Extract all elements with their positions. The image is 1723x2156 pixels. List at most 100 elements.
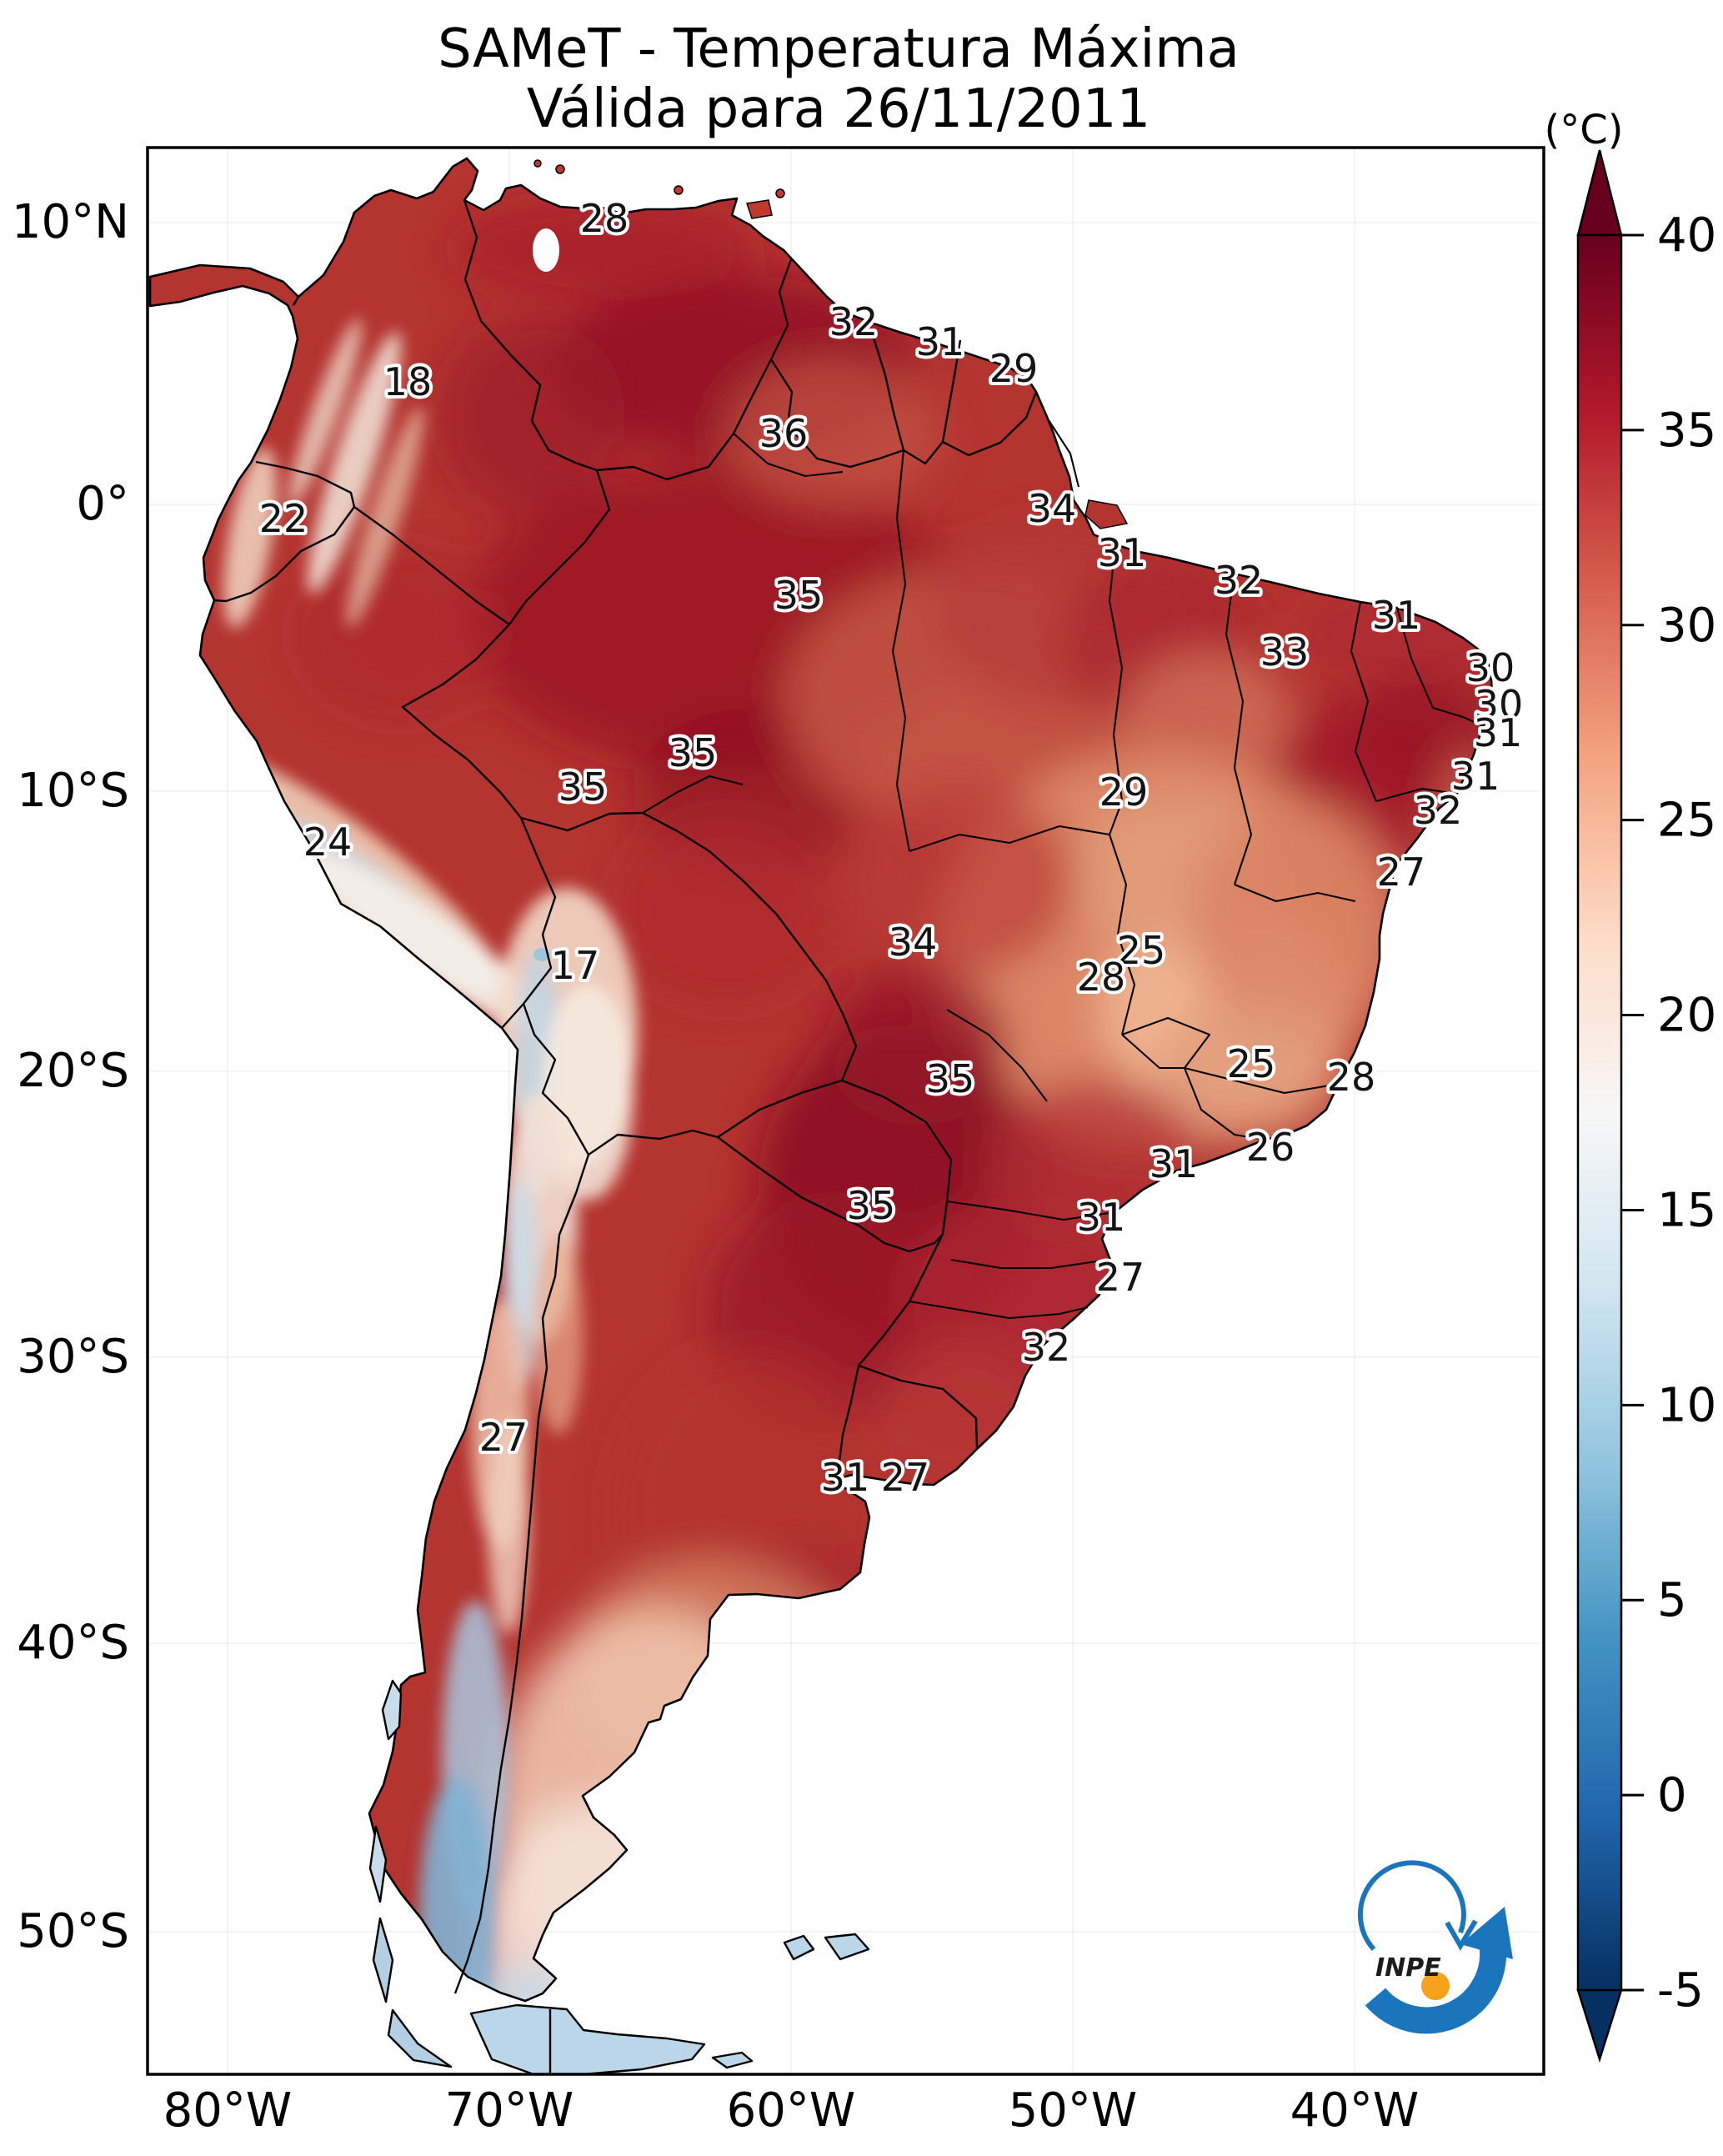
temp-label: 31 bbox=[1451, 754, 1500, 799]
tobago-island bbox=[775, 188, 785, 198]
colorbar-gradient-bar bbox=[1576, 233, 1623, 1992]
colorbar-unit-label: (°C) bbox=[1545, 107, 1624, 153]
latitude-labels: 10°N 0° 10°S 20°S 30°S 40°S 50°S bbox=[12, 195, 129, 1958]
lon-tick-label: 50°W bbox=[1009, 2083, 1138, 2138]
map-title-line2: Válida para 26/11/2011 bbox=[527, 78, 1150, 140]
colorbar-tick-label: 10 bbox=[1657, 1378, 1716, 1432]
lat-tick-label: 10°N bbox=[12, 195, 129, 249]
temp-label: 27 bbox=[1377, 850, 1426, 895]
falkland-east bbox=[824, 1933, 870, 1961]
temp-label: 30 bbox=[1475, 682, 1524, 727]
inpe-swoosh bbox=[1365, 1940, 1507, 2034]
inpe-sun bbox=[1421, 1972, 1450, 2000]
temp-label: 31 bbox=[1077, 1195, 1126, 1240]
fjord-island bbox=[387, 2008, 453, 2068]
temp-label: 32 bbox=[1022, 1325, 1071, 1370]
colorbar-tick-label: 0 bbox=[1657, 1768, 1687, 1823]
temp-label: 35 bbox=[774, 573, 824, 618]
temp-label: 35 bbox=[847, 1183, 896, 1228]
temp-label: 32 bbox=[829, 299, 879, 344]
trinidad-island bbox=[746, 199, 773, 219]
chiloe-island bbox=[381, 1679, 403, 1741]
fjord-island bbox=[368, 1825, 388, 1903]
colorbar-tick-label: 5 bbox=[1657, 1573, 1687, 1627]
state-borders bbox=[642, 419, 1490, 1320]
temp-label: 28 bbox=[1077, 955, 1126, 1000]
temp-label: 31 bbox=[1474, 710, 1523, 755]
temp-label: 34 bbox=[1028, 486, 1077, 531]
bonaire-island bbox=[555, 164, 565, 174]
lat-tick-label: 10°S bbox=[17, 764, 129, 818]
map-title-line1: SAMeT - Temperatura Máxima bbox=[438, 18, 1240, 80]
colorbar-tick-label: 20 bbox=[1657, 989, 1716, 1043]
temp-label: 31 bbox=[1150, 1141, 1199, 1186]
lat-tick-label: 50°S bbox=[17, 1904, 129, 1958]
continent-coastline bbox=[148, 157, 1494, 2003]
temp-label: 32 bbox=[1215, 558, 1264, 603]
temp-label: 31 bbox=[1372, 593, 1421, 638]
inpe-wordmark: INPE bbox=[1375, 1953, 1441, 1983]
temp-label: 35 bbox=[926, 1056, 975, 1101]
colorbar-tick-label: -5 bbox=[1657, 1963, 1704, 2018]
lat-tick-label: 30°S bbox=[17, 1330, 129, 1384]
inpe-logo: INPE bbox=[1357, 1860, 1513, 2034]
colorbar-tick-label: 25 bbox=[1657, 794, 1716, 848]
temp-label: 33 bbox=[1260, 629, 1310, 674]
temp-label: 27 bbox=[479, 1415, 528, 1460]
inpe-arrowhead bbox=[1460, 1907, 1513, 1959]
temp-label: 18 bbox=[383, 359, 433, 404]
longitude-labels: 80°W 70°W 60°W 50°W 40°W bbox=[163, 2083, 1420, 2138]
marajo-island bbox=[1084, 499, 1129, 529]
lon-tick-label: 80°W bbox=[163, 2083, 293, 2138]
temp-label: 27 bbox=[881, 1455, 930, 1500]
temp-label: 34 bbox=[889, 920, 938, 965]
colorbar: 40 35 30 25 20 15 10 5 0 -5 (°C) bbox=[1545, 107, 1716, 2063]
colorbar-ticks: 40 35 30 25 20 15 10 5 0 -5 bbox=[1621, 208, 1716, 2018]
inpe-orbit-arrow bbox=[1445, 1919, 1478, 1951]
margarita-island bbox=[674, 185, 684, 195]
lagoa-dos-patos bbox=[1020, 1364, 1060, 1417]
lon-tick-label: 60°W bbox=[727, 2083, 856, 2138]
temp-label: 25 bbox=[1227, 1041, 1276, 1086]
temp-label: 29 bbox=[989, 346, 1039, 391]
colorbar-arrow-top bbox=[1576, 149, 1623, 237]
lat-tick-label: 0° bbox=[76, 477, 129, 531]
temp-label: 26 bbox=[1246, 1125, 1295, 1170]
map-frame bbox=[146, 146, 1545, 2076]
lon-tick-label: 40°W bbox=[1290, 2083, 1420, 2138]
temp-label: 31 bbox=[821, 1455, 870, 1500]
country-borders bbox=[213, 199, 1038, 1994]
temp-label: 27 bbox=[1096, 1255, 1145, 1300]
temp-label: 17 bbox=[551, 943, 600, 988]
temp-label: 31 bbox=[916, 319, 965, 364]
temp-label: 31 bbox=[1098, 530, 1147, 575]
temp-label: 28 bbox=[1327, 1055, 1376, 1100]
temp-label: 30 bbox=[1466, 645, 1515, 690]
lake-maracaibo bbox=[533, 228, 559, 272]
southern-islands bbox=[368, 1679, 870, 2076]
colorbar-tick-label: 40 bbox=[1657, 208, 1716, 263]
falkland-west bbox=[783, 1934, 815, 1961]
colorbar-tick-label: 35 bbox=[1657, 404, 1716, 458]
temp-label: 24 bbox=[303, 820, 353, 865]
inpe-orbit bbox=[1357, 1860, 1466, 1952]
lon-tick-label: 70°W bbox=[445, 2083, 574, 2138]
temp-label: 28 bbox=[580, 196, 629, 241]
temp-label: 22 bbox=[259, 496, 308, 541]
fjord-island bbox=[372, 1917, 394, 2003]
caribbean-islands bbox=[533, 159, 1129, 529]
lat-tick-label: 40°S bbox=[17, 1616, 129, 1670]
temp-label: 32 bbox=[1414, 788, 1463, 833]
lat-tick-label: 20°S bbox=[17, 1044, 129, 1098]
colorbar-arrow-bottom bbox=[1576, 1988, 1623, 2063]
temp-label: 29 bbox=[1099, 770, 1149, 815]
curacao-island bbox=[533, 159, 542, 168]
colorbar-tick-label: 30 bbox=[1657, 599, 1716, 653]
temp-label: 35 bbox=[669, 730, 718, 775]
temp-label: 36 bbox=[759, 411, 809, 456]
colorbar-tick-label: 15 bbox=[1657, 1183, 1716, 1237]
isla-de-los-estados bbox=[711, 2051, 754, 2069]
